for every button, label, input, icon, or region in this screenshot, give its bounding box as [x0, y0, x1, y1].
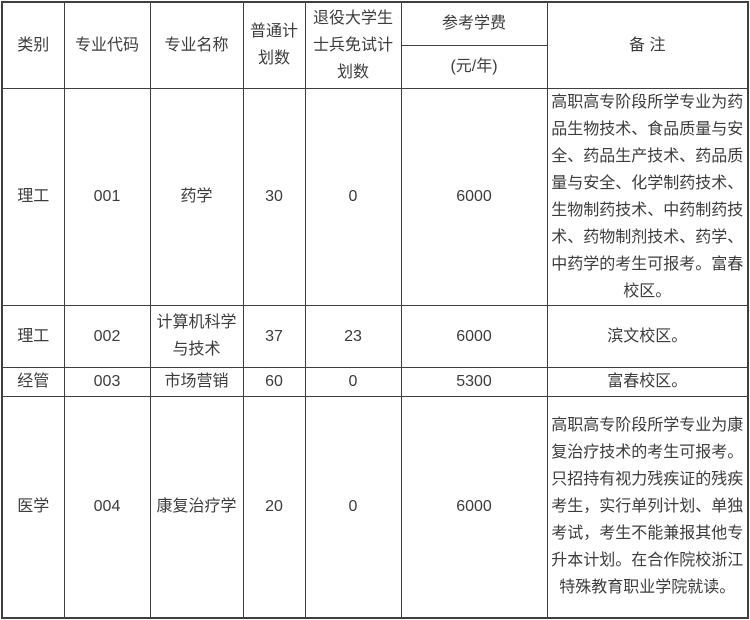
- row2-tuition-cell: 6000: [400, 304, 548, 368]
- row4-category-cell: 医学: [1, 395, 65, 619]
- row1-code-cell: 001: [63, 87, 151, 306]
- row4-tuition-cell: 6000: [400, 395, 548, 619]
- header-regular-plan: 普通计划数: [242, 1, 306, 89]
- row4-remark-cell: 高职高专阶段所学专业为康复治疗技术的考生可报考。只招持有视力残疾证的残疾考生，实…: [546, 395, 749, 619]
- row3-tuition-cell: 5300: [400, 366, 548, 397]
- table-row: 医学 004 康复治疗学 20 0 6000 高职高专阶段所学专业为康复治疗技术…: [1, 395, 749, 619]
- row3-code-cell: 003: [63, 366, 151, 397]
- header-major-code: 专业代码: [63, 1, 151, 89]
- row3-category-cell: 经管: [1, 366, 65, 397]
- row2-remark-cell: 滨文校区。: [546, 304, 749, 368]
- row2-category-cell: 理工: [1, 304, 65, 368]
- row1-category-cell: 理工: [1, 87, 65, 306]
- table-row: 经管 003 市场营销 60 0 5300 富春校区。: [1, 366, 749, 397]
- row3-major-cell: 市场营销: [149, 366, 244, 397]
- row4-code-cell: 004: [63, 395, 151, 619]
- header-row: 类别 专业代码 专业名称 普通计划数 退役大学生士兵免试计划数 参考学费 备 注: [1, 1, 749, 89]
- row2-regular-plan-cell: 37: [242, 304, 306, 368]
- row1-major-cell: 药学: [149, 87, 244, 306]
- header-veteran-exempt-plan: 退役大学生士兵免试计划数: [304, 1, 402, 89]
- row1-remark-cell: 高职高专阶段所学专业为药品生物技术、食品质量与安全、药品生产技术、药品质量与安全…: [546, 87, 749, 306]
- row1-tuition-cell: 6000: [400, 87, 548, 306]
- row3-regular-plan-cell: 60: [242, 366, 306, 397]
- row3-veteran-plan-cell: 0: [304, 366, 402, 397]
- table-row: 理工 002 计算机科学与技术 37 23 6000 滨文校区。: [1, 304, 749, 368]
- row3-remark-cell: 富春校区。: [546, 366, 749, 397]
- row4-regular-plan-cell: 20: [242, 395, 306, 619]
- header-tuition-unit: (元/年): [400, 44, 548, 89]
- row1-regular-plan-cell: 30: [242, 87, 306, 306]
- row2-major-cell: 计算机科学与技术: [149, 304, 244, 368]
- header-major-name: 专业名称: [149, 1, 244, 89]
- row2-veteran-plan-cell: 23: [304, 304, 402, 368]
- table-row: 理工 001 药学 30 0 6000 高职高专阶段所学专业为药品生物技术、食品…: [1, 87, 749, 306]
- row4-major-cell: 康复治疗学: [149, 395, 244, 619]
- row2-code-cell: 002: [63, 304, 151, 368]
- row4-veteran-plan-cell: 0: [304, 395, 402, 619]
- header-tuition: 参考学费: [400, 1, 548, 46]
- header-remarks: 备 注: [546, 1, 749, 89]
- header-category: 类别: [1, 1, 65, 89]
- row1-veteran-plan-cell: 0: [304, 87, 402, 306]
- header-row-tuition-unit: (元/年): [2, 44, 748, 89]
